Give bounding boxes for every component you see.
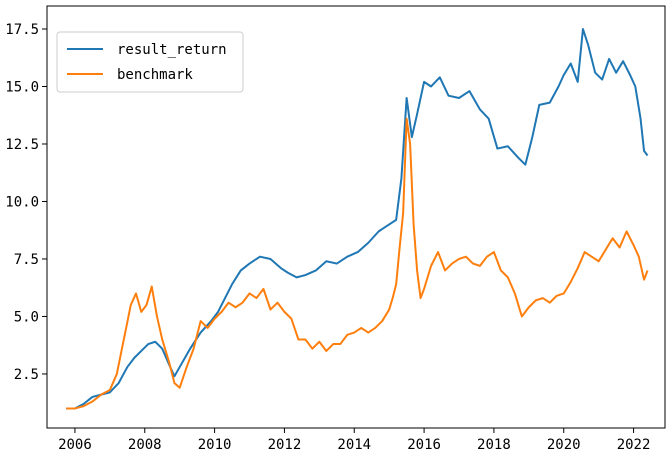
y-tick-label: 5.0	[14, 309, 39, 325]
x-tick-label: 2006	[58, 437, 92, 453]
legend-label-benchmark: benchmark	[117, 67, 193, 83]
x-tick-label: 2008	[128, 437, 162, 453]
x-tick-label: 2014	[337, 437, 371, 453]
series-lines	[66, 28, 649, 410]
x-tick-label: 2022	[617, 437, 651, 453]
y-tick-label: 15.0	[5, 79, 39, 95]
y-tick-label: 12.5	[5, 137, 39, 153]
x-tick-label: 2020	[547, 437, 581, 453]
series-line-result-return	[66, 28, 649, 410]
legend-label-result-return: result_return	[117, 42, 227, 58]
x-tick-label: 2012	[268, 437, 302, 453]
legend: result_return benchmark	[56, 31, 244, 93]
x-tick-label: 2016	[407, 437, 441, 453]
y-tick-label: 17.5	[5, 22, 39, 38]
y-tick-label: 7.5	[14, 252, 39, 268]
x-axis: 2006 2008 2010 2012 2014 2016 2018 2020 2022	[58, 428, 650, 453]
x-tick-label: 2018	[477, 437, 511, 453]
plot-frame	[46, 5, 666, 429]
legend-box	[56, 31, 244, 93]
y-axis: 2.5 5.0 7.5 10.0 12.5 15.0 17.5	[5, 22, 47, 383]
series-line-benchmark	[66, 117, 649, 410]
x-tick-label: 2010	[198, 437, 232, 453]
y-tick-label: 2.5	[14, 367, 39, 383]
y-tick-label: 10.0	[5, 194, 39, 210]
